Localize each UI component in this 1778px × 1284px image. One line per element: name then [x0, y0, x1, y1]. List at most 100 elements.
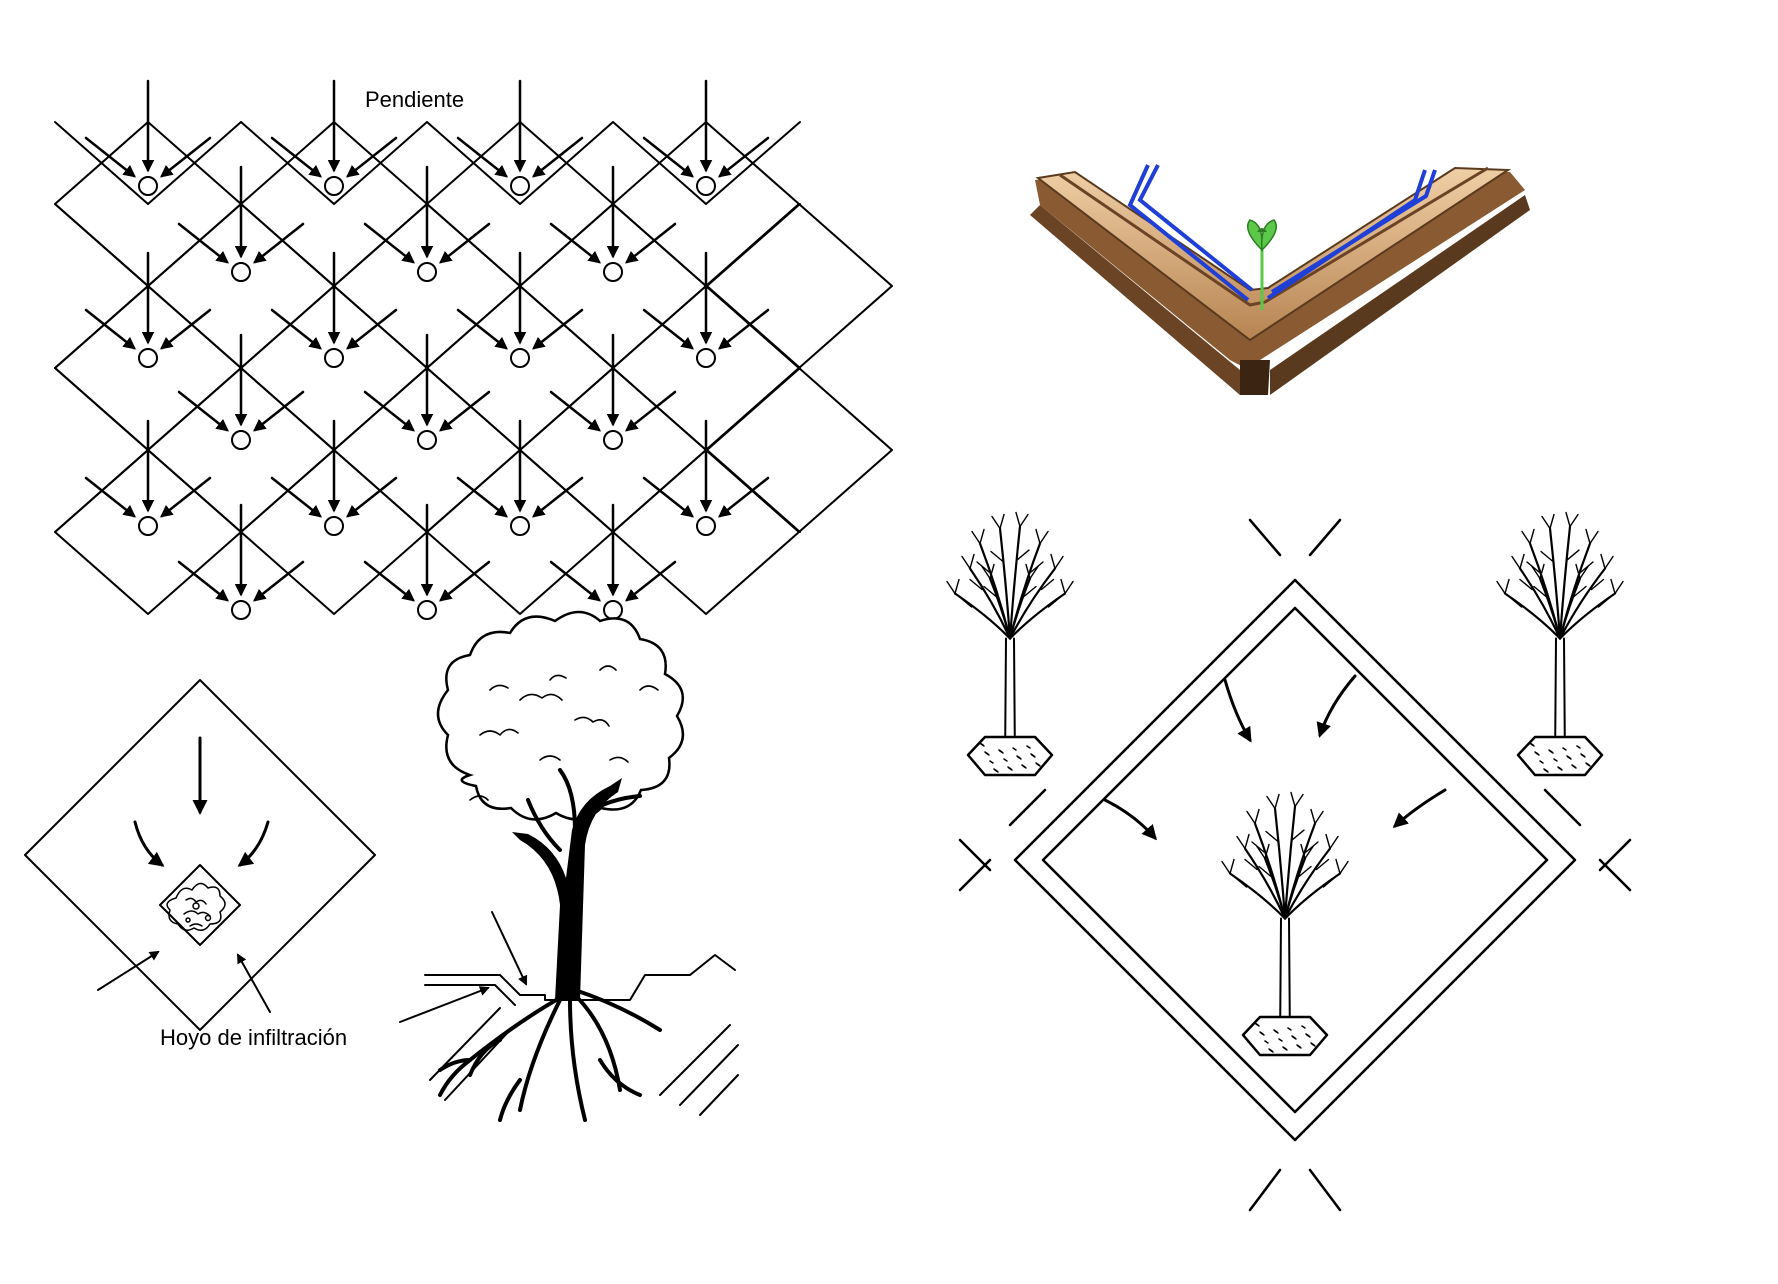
bund-left-face	[1030, 205, 1240, 395]
runoff-arrow	[270, 136, 322, 178]
top-edge-line	[426, 121, 521, 205]
infiltration-pit	[231, 600, 251, 620]
runoff-arrow	[84, 476, 136, 518]
infiltration-pit	[138, 348, 158, 368]
tree-crown-icon	[436, 610, 685, 821]
runoff-arrow	[363, 560, 415, 602]
pointer-arrow-left	[97, 950, 160, 991]
tree-icon	[1221, 791, 1349, 1057]
infiltration-pit	[138, 516, 158, 536]
catchment-cell	[705, 203, 893, 369]
tree-trunk	[512, 778, 622, 1000]
infiltration-pit	[603, 430, 623, 450]
runoff-arrow	[532, 308, 584, 350]
runoff-arrow	[160, 136, 212, 178]
infiltration-pit	[324, 516, 344, 536]
flow-arrow-left	[133, 820, 165, 867]
catchment-diamond	[24, 679, 376, 1031]
infiltration-pit	[159, 864, 241, 946]
runoff-arrow	[346, 308, 398, 350]
terrace-profile	[424, 954, 739, 1116]
top-edge-line	[612, 121, 707, 205]
infiltration-pit	[417, 600, 437, 620]
infiltration-pit	[231, 262, 251, 282]
runoff-arrow	[84, 308, 136, 350]
bund-inner-edge	[1059, 166, 1489, 307]
catchment-cell	[240, 449, 428, 615]
runoff-arrow	[363, 222, 415, 264]
runoff-arrow	[718, 476, 770, 518]
infiltration-pit	[138, 176, 158, 196]
runoff-arrow	[718, 136, 770, 178]
runoff-arrow	[160, 476, 212, 518]
runoff-arrow	[625, 560, 677, 602]
seedling-icon	[1247, 219, 1277, 310]
runoff-arrow	[270, 308, 322, 350]
catchment-border-roads	[958, 518, 1632, 1212]
edge-cell	[706, 203, 801, 369]
single-micro-catchment: Hoyo de infiltración	[24, 679, 376, 1050]
irrigation-lines	[1127, 164, 1437, 302]
runoff-arrow	[177, 390, 229, 432]
runoff-arrow	[549, 560, 601, 602]
infiltration-pit	[603, 600, 623, 620]
runoff-arrow	[439, 222, 491, 264]
infiltration-pit	[417, 430, 437, 450]
catchment-cell	[426, 449, 614, 615]
runoff-arrow	[346, 136, 398, 178]
infiltration-pit	[696, 176, 716, 196]
mulch-in-pit-icon	[166, 882, 226, 931]
runoff-arrow	[456, 136, 508, 178]
tree-icon	[1496, 511, 1624, 777]
tree-on-terrace	[399, 610, 739, 1122]
pointer-arrow-terrace	[491, 911, 528, 986]
edge-cell	[54, 367, 149, 533]
infiltration-hole-label: Hoyo de infiltración	[160, 1025, 347, 1050]
bund-end-block	[1240, 360, 1270, 395]
runoff-arrow	[160, 308, 212, 350]
runoff-arrow	[84, 136, 136, 178]
top-edge-line	[54, 121, 149, 205]
top-edge-line	[333, 121, 428, 205]
runoff-arrow	[718, 308, 770, 350]
bund-right-face	[1270, 195, 1530, 395]
runoff-arrow	[363, 390, 415, 432]
flow-arrow-right	[237, 820, 270, 867]
infiltration-pit	[696, 348, 716, 368]
runoff-arrow	[177, 560, 229, 602]
runoff-arrow	[549, 390, 601, 432]
infiltration-pit	[603, 262, 623, 282]
tree-branches	[526, 768, 642, 852]
runoff-arrow	[456, 308, 508, 350]
runoff-arrow	[549, 222, 601, 264]
micro-catchment-grid	[54, 79, 893, 620]
tree-roots	[438, 988, 662, 1122]
runoff-arrow	[270, 476, 322, 518]
edge-cell	[706, 367, 801, 533]
pointer-arrow-right	[237, 953, 271, 1013]
edge-cell	[54, 203, 149, 369]
crown-texture	[469, 665, 659, 801]
top-edge-line	[705, 121, 801, 205]
runoff-arrow	[253, 222, 305, 264]
v-shaped-bund	[1030, 164, 1530, 395]
infiltration-pit	[510, 516, 530, 536]
infiltration-pit	[510, 348, 530, 368]
runoff-arrow	[253, 390, 305, 432]
runoff-arrow	[177, 222, 229, 264]
runoff-arrow	[532, 476, 584, 518]
infiltration-pit	[231, 430, 251, 450]
runoff-arrow	[532, 136, 584, 178]
infiltration-pit	[417, 262, 437, 282]
runoff-arrow	[642, 476, 694, 518]
top-edge-line	[240, 121, 335, 205]
infiltration-pit	[510, 176, 530, 196]
runoff-arrow	[439, 390, 491, 432]
top-edge-line	[147, 121, 242, 205]
infiltration-pit	[696, 516, 716, 536]
runoff-arrow	[642, 136, 694, 178]
runoff-arrow	[253, 560, 305, 602]
runoff-arrow	[456, 476, 508, 518]
catchment-cell	[705, 367, 893, 533]
